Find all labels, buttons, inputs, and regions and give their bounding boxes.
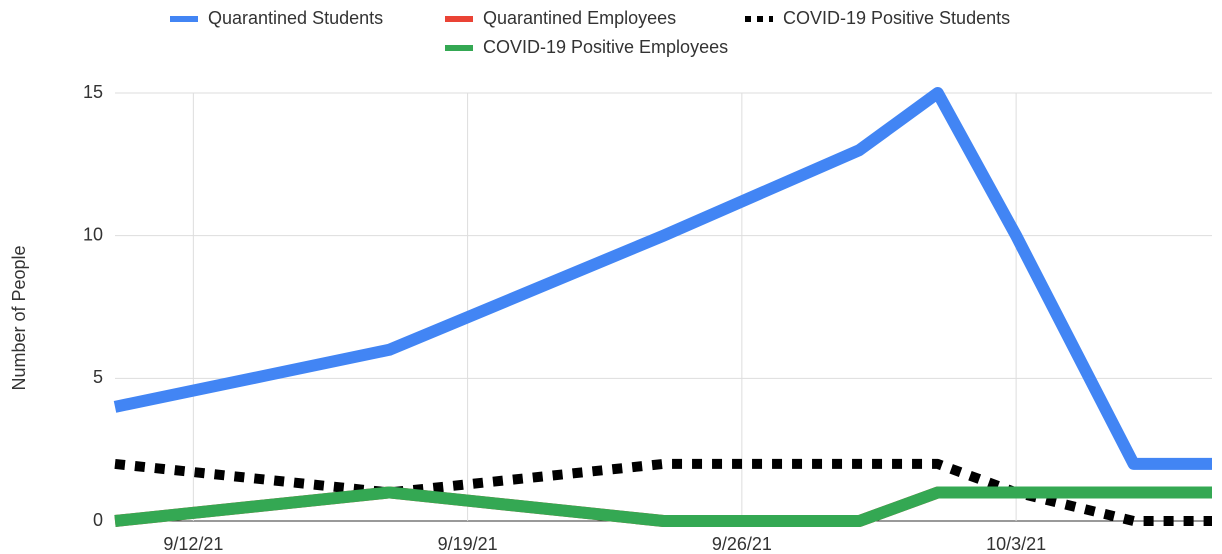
legend-label: Quarantined Employees [483, 8, 676, 28]
legend-label: Quarantined Students [208, 8, 383, 28]
series-line [114, 458, 1212, 526]
y-tick-label: 5 [93, 367, 103, 387]
x-tick-label: 10/3/21 [986, 534, 1046, 554]
y-tick-label: 10 [83, 224, 103, 244]
series-line [113, 87, 1212, 470]
y-tick-label: 0 [93, 510, 103, 530]
y-axis-title: Number of People [9, 245, 29, 390]
series-line [114, 486, 1212, 527]
x-tick-label: 9/19/21 [438, 534, 498, 554]
legend-label: COVID-19 Positive Employees [483, 37, 728, 57]
legend-label: COVID-19 Positive Students [783, 8, 1010, 28]
y-tick-label: 15 [83, 82, 103, 102]
x-tick-label: 9/12/21 [163, 534, 223, 554]
x-tick-label: 9/26/21 [712, 534, 772, 554]
